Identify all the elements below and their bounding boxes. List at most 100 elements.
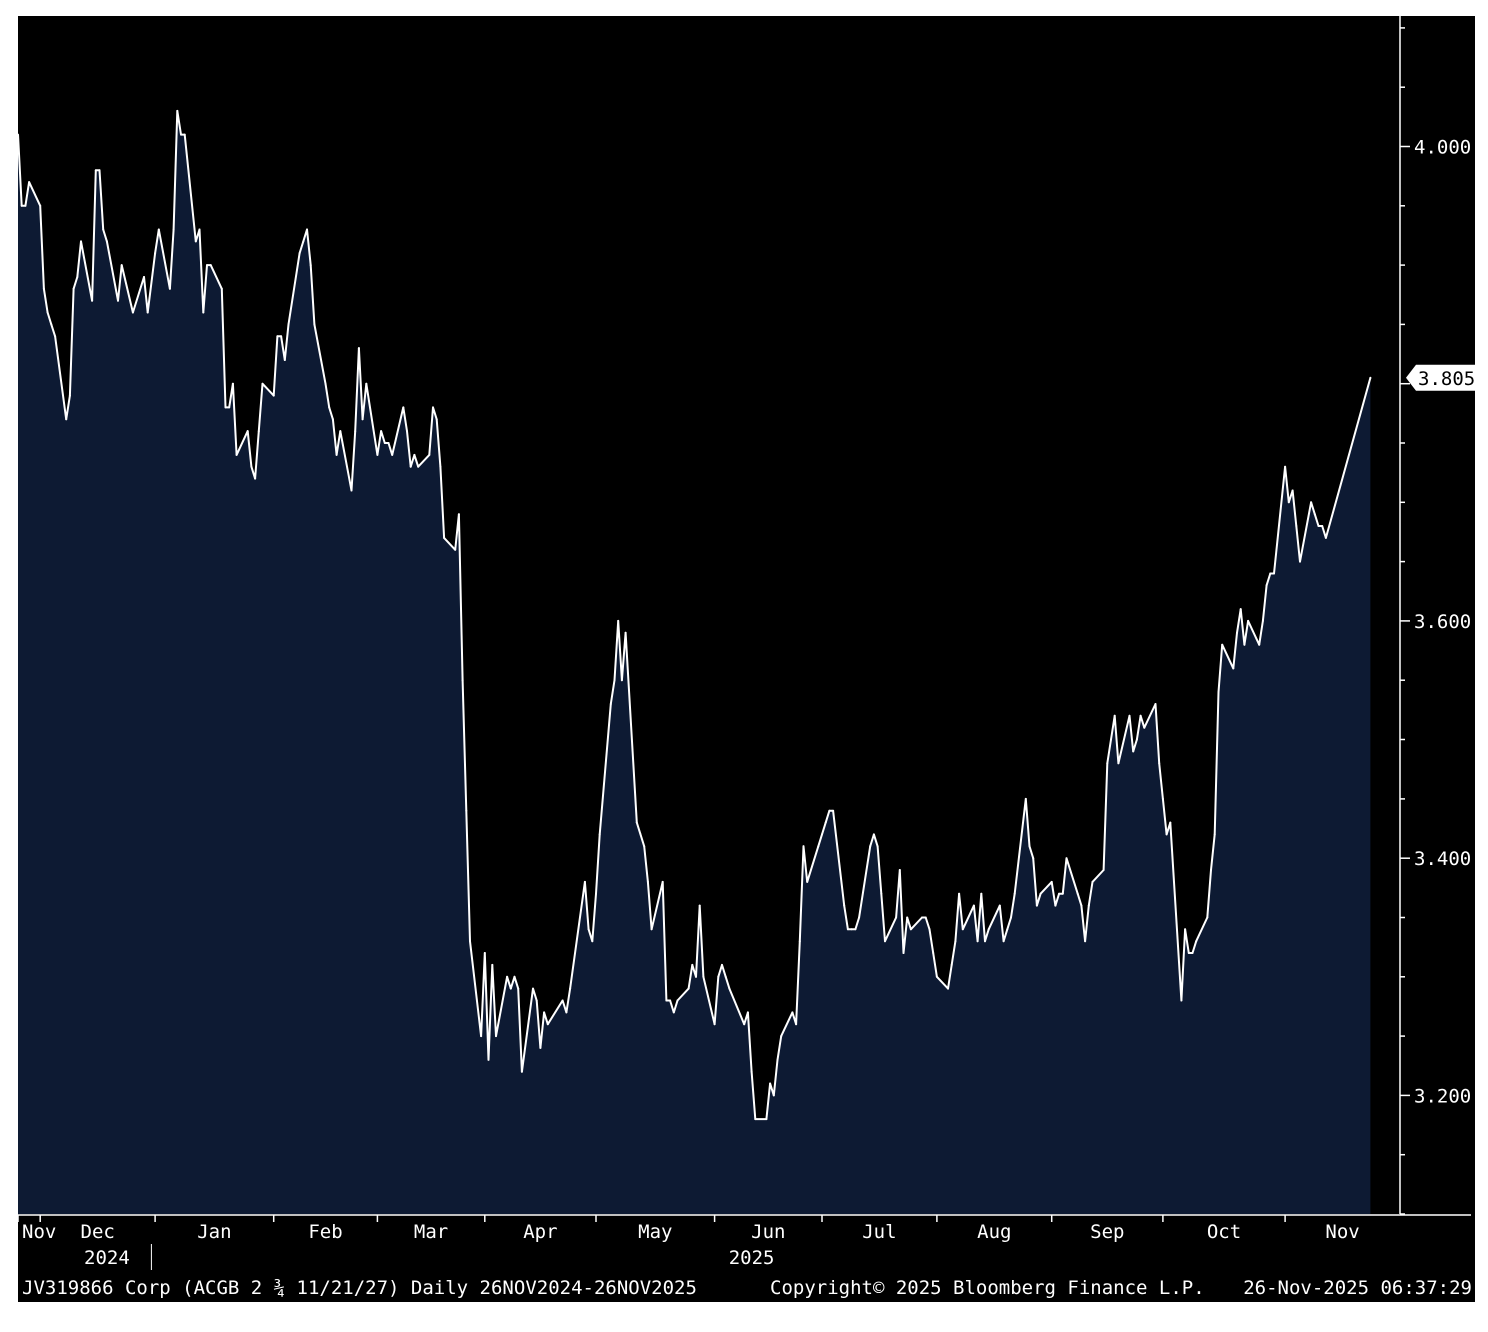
data-point — [565, 1011, 568, 1014]
x-axis: Nov Dec Jan Feb Mar Apr May Jun Jul Aug Sep Oct Nov 2… — [18, 1214, 1471, 1270]
data-point — [676, 999, 679, 1002]
data-point — [569, 987, 572, 990]
data-point — [1247, 619, 1250, 622]
data-point — [506, 975, 509, 978]
x-tick-label: Nov — [1325, 1221, 1359, 1243]
data-point — [46, 311, 49, 314]
data-point — [876, 845, 879, 848]
data-point — [509, 987, 512, 990]
data-point — [613, 679, 616, 682]
data-point — [665, 999, 668, 1002]
data-point — [1132, 750, 1135, 753]
data-point — [624, 631, 627, 634]
x-tick-label: Jun — [751, 1221, 785, 1243]
data-point — [105, 240, 108, 243]
data-point — [391, 453, 394, 456]
data-point — [409, 465, 412, 468]
data-point — [313, 323, 316, 326]
data-point — [546, 1023, 549, 1026]
data-point — [194, 240, 197, 243]
data-point — [1287, 501, 1290, 504]
data-point — [483, 952, 486, 954]
data-point — [1143, 726, 1146, 729]
data-point — [1102, 869, 1105, 871]
data-point — [439, 465, 442, 468]
data-point — [168, 287, 171, 290]
data-point — [454, 548, 457, 551]
y-tick-label: 3.600 — [1414, 611, 1471, 633]
data-point — [231, 382, 234, 385]
data-point — [457, 513, 460, 516]
data-point — [884, 940, 886, 943]
data-point — [1080, 904, 1083, 907]
data-point — [932, 952, 935, 954]
data-point — [595, 892, 597, 895]
data-point — [117, 299, 119, 302]
last-value-box — [1406, 364, 1475, 391]
data-point — [791, 1011, 794, 1014]
data-point — [261, 382, 264, 385]
data-point — [131, 311, 134, 314]
data-point — [1076, 892, 1079, 895]
data-point — [39, 204, 42, 207]
data-point — [154, 252, 157, 255]
data-point — [1002, 940, 1005, 943]
data-point — [465, 809, 468, 812]
data-point — [972, 904, 975, 907]
data-point — [947, 987, 949, 990]
data-point — [921, 916, 923, 919]
data-point — [20, 204, 23, 207]
data-point — [776, 1058, 779, 1061]
data-point — [958, 892, 961, 895]
data-point — [146, 311, 149, 314]
data-point — [1061, 892, 1064, 895]
data-point — [491, 963, 494, 966]
data-point — [1013, 892, 1016, 895]
data-point — [402, 406, 405, 409]
data-point — [157, 228, 160, 231]
data-point — [906, 916, 909, 919]
data-point — [669, 999, 672, 1002]
data-point — [309, 264, 312, 267]
data-point — [713, 1023, 716, 1026]
data-point — [1284, 465, 1287, 468]
data-point — [443, 536, 446, 539]
data-point — [1035, 904, 1038, 907]
data-point — [695, 975, 697, 978]
data-point — [721, 963, 723, 966]
data-point — [1232, 667, 1235, 670]
x-tick-label: Nov — [22, 1221, 56, 1243]
data-point — [287, 323, 290, 326]
data-point — [1239, 608, 1242, 611]
data-point — [872, 833, 875, 836]
last-value-label: 3.805 — [1418, 368, 1475, 390]
data-point — [1321, 525, 1324, 527]
data-point — [246, 430, 249, 433]
data-point — [984, 940, 986, 943]
data-point — [1158, 762, 1161, 765]
data-point — [698, 904, 701, 907]
x-tick-label: Mar — [414, 1221, 448, 1243]
data-point — [650, 928, 653, 931]
data-point — [535, 999, 538, 1002]
x-tick-label: Jul — [862, 1221, 896, 1243]
data-point — [435, 418, 438, 421]
x-tick-label: Jan — [197, 1221, 231, 1243]
data-point — [224, 406, 227, 409]
data-point — [646, 880, 649, 883]
data-point — [1313, 513, 1316, 516]
data-point — [1324, 536, 1327, 539]
data-point — [461, 679, 464, 682]
data-point — [880, 892, 883, 895]
footer-security: JV319866 Corp (ACGB 2 ¾ 11/21/27) Daily … — [22, 1277, 697, 1299]
data-point — [432, 406, 434, 409]
x-tick-label: Feb — [308, 1221, 342, 1243]
data-point — [335, 453, 338, 456]
data-point — [183, 133, 186, 136]
last-value-marker: 3.805 — [1406, 364, 1475, 391]
data-point — [620, 679, 623, 682]
data-point — [80, 240, 82, 243]
data-point — [1128, 714, 1131, 717]
price-chart: 3.200 3.400 3.600 4.000 Nov Dec Jan Feb Mar Apr M… — [18, 16, 1475, 1299]
data-point — [1113, 714, 1116, 717]
